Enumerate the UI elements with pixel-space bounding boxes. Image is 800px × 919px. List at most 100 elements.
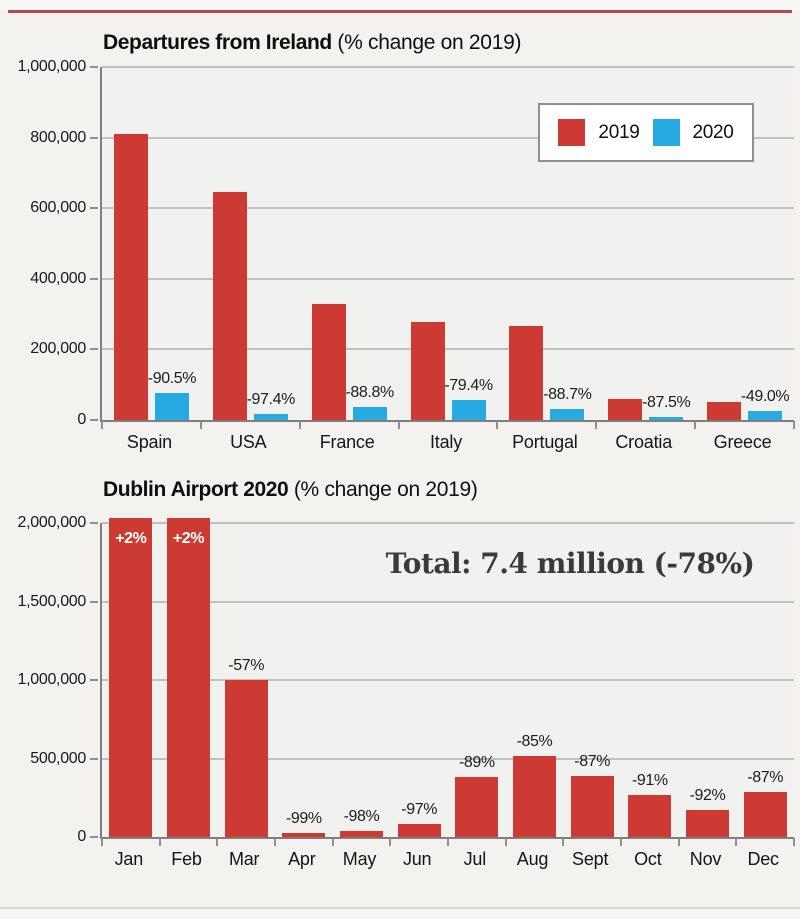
x-axis-label-greece: Greece — [713, 432, 772, 452]
bar-2020-croatia — [649, 417, 684, 420]
x-axis-label-jan: Jan — [114, 849, 144, 869]
bar-label-greece: -49.0% — [740, 388, 790, 405]
bar-2020-france — [352, 406, 387, 420]
bar-label-france: -88.8% — [345, 383, 394, 401]
x-axis-label-may: May — [342, 849, 377, 869]
bar-label-apr: -99% — [285, 810, 322, 828]
legend-swatch-2019 — [558, 119, 586, 146]
x-axis-tick — [735, 838, 738, 846]
x-axis-label-italy: Italy — [429, 432, 463, 452]
bar-2019-croatia — [608, 398, 643, 420]
bar-jun — [397, 823, 441, 837]
x-axis-label-aug: Aug — [516, 849, 549, 869]
gridline — [102, 136, 794, 139]
bar-2020-spain — [154, 392, 189, 420]
bar-label-jun: -97% — [401, 800, 438, 818]
y-axis-label: 200,000 — [30, 340, 86, 358]
x-axis-tick — [158, 838, 161, 846]
bar-label-may: -98% — [343, 807, 380, 825]
x-axis-label-jul: Jul — [463, 849, 487, 869]
bar-sept — [570, 775, 614, 837]
x-axis-tick — [101, 838, 103, 846]
bar-apr — [282, 833, 326, 837]
legend-label-2020: 2020 — [692, 121, 734, 143]
gridline — [102, 207, 794, 210]
gridline — [102, 757, 794, 760]
chart1-title: Departures from Ireland (% change on 201… — [103, 31, 521, 55]
x-axis-label-croatia: Croatia — [615, 432, 673, 452]
x-axis-tick — [274, 838, 276, 846]
x-axis-label-apr: Apr — [288, 849, 316, 869]
bar-label-usa: -97.4% — [246, 391, 296, 408]
chart2-plot: +2% +2% -57% -99% -98% -97% -89% -85% -87% -91% -9… — [100, 518, 795, 846]
x-axis-label-dec: Dec — [747, 849, 779, 869]
bar-may — [340, 830, 383, 837]
x-axis-label-nov: Nov — [689, 849, 722, 869]
bar-jul — [455, 777, 499, 837]
y-axis-tick — [90, 66, 98, 68]
chart1-legend: 2019 2020 — [538, 103, 754, 162]
bar-2019-greece — [707, 402, 742, 420]
x-axis-tick — [216, 838, 219, 846]
bar-label-sept: -87% — [574, 752, 611, 770]
x-axis-tick — [504, 838, 507, 846]
x-axis-label-sept: Sept — [572, 849, 609, 869]
y-axis-label: 0 — [77, 828, 86, 845]
gridline — [102, 600, 794, 603]
legend-label-2019: 2019 — [598, 121, 640, 143]
x-axis-tick — [389, 838, 392, 846]
x-axis-label-portugal: Portugal — [512, 432, 578, 452]
bar-2019-usa — [212, 192, 247, 420]
bar-2020-italy — [451, 399, 486, 420]
x-axis-tick — [677, 838, 680, 846]
y-axis-tick — [90, 757, 98, 760]
x-axis-label-feb: Feb — [171, 849, 202, 869]
x-axis-tick — [447, 838, 449, 846]
chart2-x-axis: Jan Feb Mar Apr May Jun Jul Aug Sept Oct Nov Dec — [100, 849, 792, 873]
y-axis-label: 600,000 — [30, 199, 86, 217]
chart1-y-axis: 0 200,000 400,000 600,000 800,000 1,000,000 — [0, 58, 100, 428]
y-axis-tick — [90, 522, 98, 524]
gridline — [102, 679, 794, 681]
y-axis-tick — [90, 836, 98, 838]
x-axis-tick — [101, 421, 103, 429]
bar-label-portugal: -88.7% — [543, 386, 592, 404]
x-axis-tick — [397, 421, 400, 429]
gridline — [102, 277, 794, 280]
bar-label-feb: +2% — [172, 530, 205, 547]
y-axis-tick — [90, 419, 98, 421]
bar-label-nov: -92% — [689, 787, 726, 805]
bar-aug — [513, 756, 556, 837]
x-axis-tick — [298, 421, 301, 429]
y-axis-label: 1,000,000 — [17, 58, 87, 75]
y-axis-label: 1,000,000 — [17, 671, 87, 688]
bar-feb — [167, 518, 210, 837]
bar-label-aug: -85% — [516, 733, 553, 751]
y-axis-tick — [90, 136, 98, 139]
x-axis-tick — [694, 421, 697, 429]
bar-label-dec: -87% — [747, 769, 784, 787]
x-axis-label-usa: USA — [230, 432, 267, 452]
chart2-title-note: (% change on 2019) — [288, 478, 478, 501]
y-axis-label: 2,000,000 — [17, 514, 87, 531]
x-axis-label-france: France — [319, 432, 375, 452]
bar-label-croatia: -87.5% — [642, 394, 691, 412]
x-axis-tick — [331, 838, 334, 846]
bar-label-jan: +2% — [115, 530, 147, 547]
y-axis-label: 800,000 — [30, 128, 86, 146]
y-axis-tick — [90, 600, 98, 603]
chart2-title: Dublin Airport 2020 (% change on 2019) — [103, 478, 478, 502]
x-axis-tick — [793, 838, 795, 846]
bar-2019-italy — [410, 321, 445, 420]
x-axis-tick — [595, 421, 598, 429]
chart2-y-axis: 0 500,000 1,000,000 1,500,000 2,000,000 — [0, 514, 100, 845]
y-axis-tick — [90, 348, 98, 351]
bar-2020-greece — [748, 411, 783, 420]
chart1-x-axis: Spain USA France Italy Portugal Croatia Greece — [100, 432, 792, 456]
y-axis-tick — [90, 679, 98, 681]
bar-2020-usa — [253, 414, 288, 420]
y-axis-label: 1,500,000 — [17, 592, 87, 610]
bar-2019-france — [311, 303, 346, 420]
x-axis-tick — [793, 421, 795, 429]
